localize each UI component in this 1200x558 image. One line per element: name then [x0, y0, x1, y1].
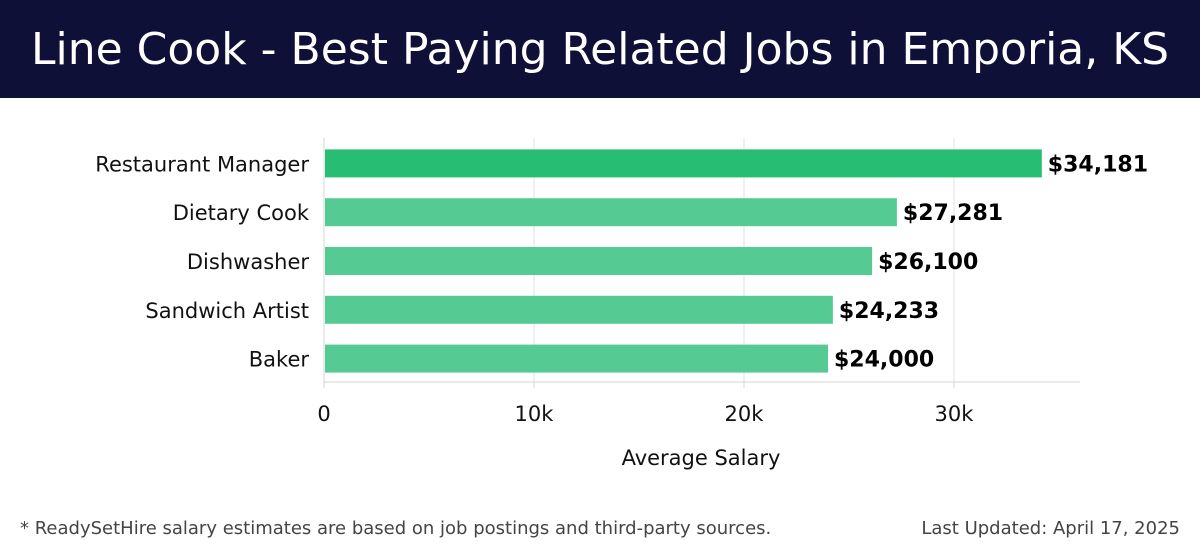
- category-label-1: Dietary Cook: [173, 201, 310, 225]
- x-tick-label-1: 10k: [515, 402, 555, 426]
- x-tick-label-0: 0: [317, 402, 330, 426]
- bar-0: [325, 149, 1042, 178]
- bar-2: [325, 247, 873, 275]
- footnote: * ReadySetHire salary estimates are base…: [20, 518, 772, 539]
- header-banner: Line Cook - Best Paying Related Jobs in …: [0, 0, 1200, 98]
- category-label-0: Restaurant Manager: [95, 152, 309, 176]
- last-updated: Last Updated: April 17, 2025: [921, 518, 1180, 539]
- bar-1: [325, 198, 897, 227]
- page-title: Line Cook - Best Paying Related Jobs in …: [30, 23, 1170, 75]
- x-tick-label-3: 30k: [935, 402, 975, 426]
- bar-4: [325, 344, 828, 373]
- category-label-2: Dishwasher: [187, 250, 309, 274]
- x-axis-title: Average Salary: [622, 446, 781, 470]
- category-label-4: Baker: [249, 348, 310, 372]
- x-tick-label-2: 20k: [725, 402, 765, 426]
- value-label-2: $26,100: [878, 250, 978, 275]
- salary-bar-chart: 0 10k 20k 30k Average Salary Restaurant Manag…: [95, 138, 1148, 470]
- value-label-4: $24,000: [834, 348, 934, 373]
- category-label-3: Sandwich Artist: [145, 299, 309, 323]
- value-label-3: $24,233: [839, 299, 939, 324]
- bar-3: [325, 295, 833, 324]
- value-label-1: $27,281: [903, 201, 1003, 226]
- value-label-0: $34,181: [1048, 152, 1148, 177]
